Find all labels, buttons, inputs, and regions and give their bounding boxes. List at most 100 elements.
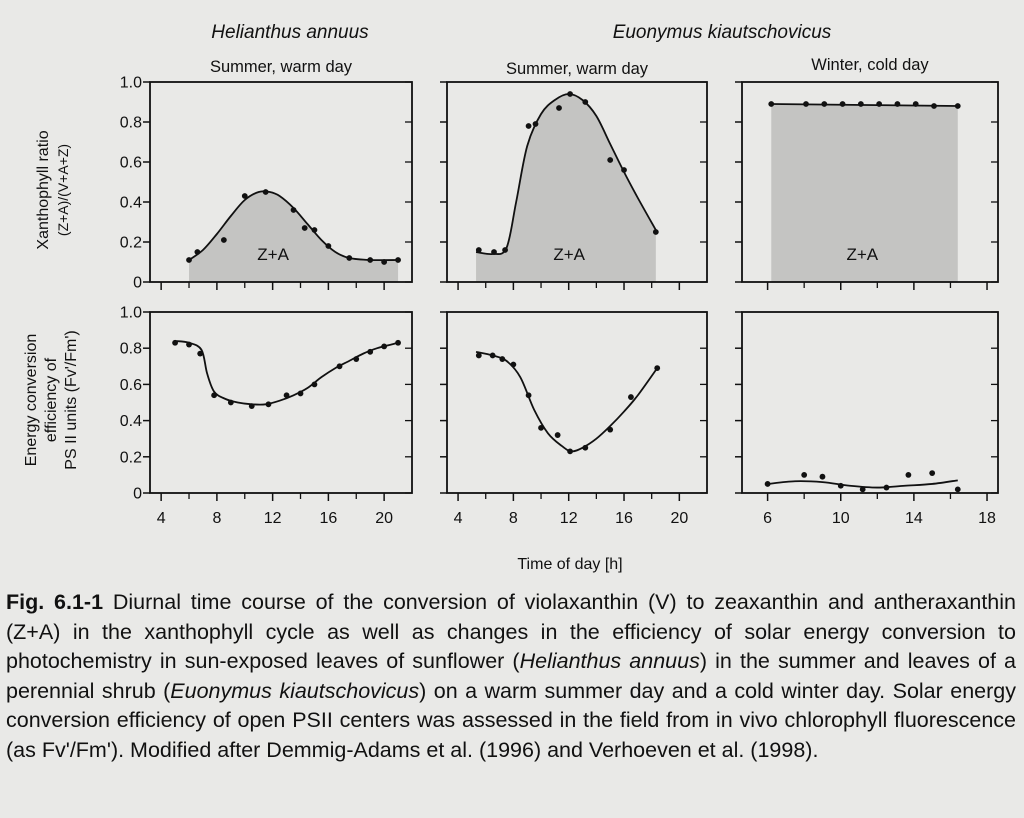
data-point [311, 381, 318, 388]
data-point [857, 101, 864, 107]
data-point [801, 472, 808, 478]
y-tick-label: 1.0 [120, 305, 142, 322]
y-axis-label-top-line2: (Z+A)/(V+A+Z) [55, 144, 71, 236]
x-tick-label: 8 [212, 510, 221, 527]
panel-title: Summer, warm day [506, 60, 649, 78]
species-left-label: Helianthus annuus [211, 22, 369, 43]
data-point [241, 193, 248, 199]
y-axis-label-top: Xanthophyll ratio (Z+A)/(V+A+Z) [35, 130, 71, 249]
data-point [821, 101, 828, 107]
data-point [325, 243, 332, 249]
panel-title: Summer, warm day [210, 58, 353, 76]
data-point [248, 403, 255, 410]
x-tick-label: 6 [763, 510, 772, 527]
data-point [954, 486, 961, 493]
data-point [582, 99, 589, 105]
data-point [265, 401, 272, 408]
series-line [174, 340, 399, 406]
y-tick-label: 0.8 [120, 341, 142, 358]
data-point [367, 257, 374, 263]
x-tick-label: 4 [157, 510, 166, 527]
data-point [395, 257, 401, 263]
series-line [475, 350, 658, 453]
data-point [532, 121, 539, 127]
data-point [186, 257, 192, 263]
panel-top-left: Z+A 0 0.2 0.4 0.6 0.8 1.0 Summer, warm day [120, 58, 413, 292]
data-point [395, 339, 401, 346]
x-tick-label: 14 [905, 510, 923, 527]
area-label: Z+A [553, 245, 585, 264]
y-tick-label: 0.8 [120, 115, 142, 132]
data-point [912, 101, 919, 107]
y-tick-label: 0.6 [120, 377, 142, 394]
data-point [211, 392, 218, 399]
data-point [567, 448, 573, 455]
area-fill [771, 104, 958, 282]
y-tick-label: 0.6 [120, 155, 142, 172]
x-tick-label: 16 [615, 510, 633, 527]
data-point [186, 341, 192, 348]
panel-bottom-middle: 4 8 12 16 20 [440, 311, 708, 527]
data-point [567, 91, 573, 97]
x-tick-label: 8 [509, 510, 518, 527]
plot-frame [149, 81, 413, 283]
area-label: Z+A [846, 245, 878, 264]
area-label: Z+A [257, 245, 289, 264]
x-tick-label: 18 [978, 510, 996, 527]
x-tick-label: 20 [375, 510, 393, 527]
x-tick-label: 4 [454, 510, 463, 527]
species-right-label: Euonymus kiautschovicus [613, 22, 832, 43]
data-point [556, 105, 562, 111]
data-point [525, 123, 532, 129]
data-point [491, 249, 497, 255]
x-axis-label: Time of day [h] [517, 556, 622, 573]
data-point [607, 157, 614, 163]
data-point [353, 356, 360, 362]
x-tick-label: 12 [560, 510, 578, 527]
data-point [381, 343, 388, 350]
data-point [652, 229, 659, 235]
data-point [883, 484, 890, 491]
x-tick-label: 20 [670, 510, 688, 527]
caption-species-2: Euonymus kiautschovicus [170, 678, 420, 703]
panel-top-right: Z+A Winter, cold day [735, 56, 999, 290]
area-fill [189, 191, 399, 282]
panel-bottom-left: 0 0.2 0.4 0.6 0.8 1.0 4 8 12 16 20 [120, 305, 413, 527]
data-point [301, 225, 308, 231]
data-point [538, 424, 544, 431]
figure-caption: Fig. 6.1-1 Diurnal time course of the co… [6, 588, 1016, 765]
data-point [819, 473, 826, 480]
data-point [894, 101, 901, 107]
data-point [803, 101, 809, 107]
data-point [197, 350, 204, 357]
data-point [954, 103, 961, 109]
data-point [262, 189, 269, 195]
panel-bottom-right: 6 10 14 18 [735, 311, 999, 527]
data-point [311, 227, 318, 233]
data-point [194, 249, 201, 255]
caption-text-1: Diurnal time course of the conversion of… [6, 590, 1016, 673]
data-point [475, 247, 482, 253]
series-line [188, 190, 399, 262]
panel-top-middle: Z+A Summer, warm day [440, 60, 708, 290]
data-point [283, 392, 290, 399]
data-point [346, 255, 353, 261]
data-point [621, 167, 627, 173]
data-point [297, 390, 304, 397]
data-point [607, 426, 614, 433]
data-point [227, 399, 234, 406]
data-point [905, 472, 912, 478]
data-point [554, 432, 561, 438]
data-point [475, 352, 482, 359]
y-tick-label: 0.2 [120, 235, 142, 252]
data-point [654, 365, 661, 372]
y-tick-label: 0.4 [120, 413, 142, 430]
x-tick-label: 12 [264, 510, 282, 527]
caption-species-1: Helianthus annuus [519, 649, 700, 673]
y-axis-label-bottom-line3: PS II units (Fv'/Fm') [63, 330, 80, 469]
data-point [381, 259, 388, 265]
y-tick-label: 0 [133, 486, 142, 503]
data-point [931, 103, 937, 109]
caption-text-3: ) on a warm summer day and a cold winter… [6, 678, 1016, 762]
data-point [290, 207, 297, 213]
